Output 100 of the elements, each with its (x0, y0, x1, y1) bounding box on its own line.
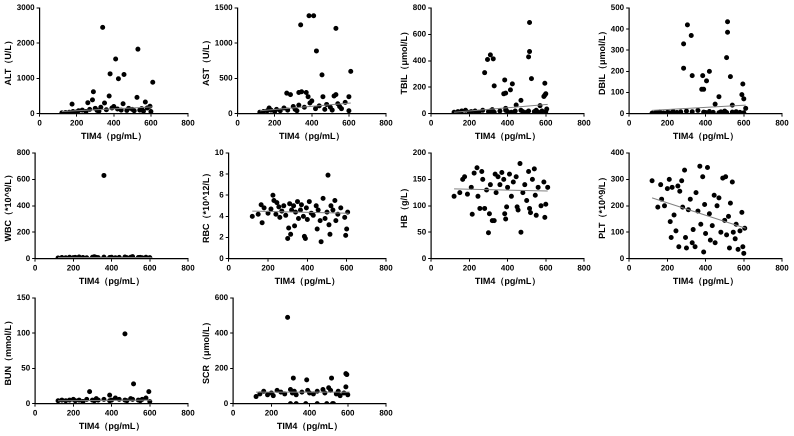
y-tick-label: 1500 (214, 3, 234, 12)
x-tick-label: 0 (428, 118, 434, 128)
x-tick-label: 0 (235, 118, 240, 128)
x-tick-label: 200 (66, 408, 81, 418)
x-tick-label: 600 (737, 264, 752, 273)
x-axis-title: TIM4（pg/mL） (81, 131, 147, 142)
y-tick-label: 400 (214, 328, 229, 338)
x-axis-title: TIM4（pg/mL） (672, 131, 738, 142)
x-tick-label: 200 (268, 118, 282, 128)
x-tick-label: 400 (305, 118, 320, 128)
x-tick-label: 600 (539, 264, 554, 273)
y-tick-label: 0 (620, 108, 625, 118)
y-tick-label: 50 (417, 227, 427, 236)
x-tick-label: 400 (698, 264, 713, 273)
y-tick-label: 0 (224, 398, 229, 408)
y-tick-label: 0 (228, 108, 234, 118)
x-tick-label: 200 (261, 264, 276, 273)
y-axis-title: BUN（mmol/L） (2, 316, 13, 386)
y-tick-label: 100 (610, 227, 625, 236)
x-tick-label: 0 (626, 118, 632, 128)
y-tick-label: 10 (214, 148, 224, 158)
x-tick-label: 400 (104, 264, 119, 273)
x-tick-label: 600 (144, 118, 158, 128)
y-axis-title: WBC（*10^9/L） (2, 170, 13, 242)
x-tick-label: 200 (70, 118, 84, 128)
x-tick-label: 400 (104, 408, 119, 418)
y-tick-label: 0 (26, 398, 31, 408)
y-tick-label: 200 (16, 227, 31, 236)
y-tick-label: 200 (412, 82, 427, 92)
x-tick-label: 200 (660, 118, 675, 128)
x-tick-label: 0 (37, 118, 42, 128)
x-tick-label: 800 (775, 118, 790, 128)
x-tick-label: 600 (342, 118, 356, 128)
x-tick-label: 600 (340, 264, 354, 273)
x-tick-label: 200 (462, 118, 477, 128)
x-tick-label: 800 (181, 118, 196, 128)
y-tick-label: 400 (610, 148, 625, 158)
x-axis-title: TIM4（pg/mL） (474, 131, 540, 142)
y-tick-label: 400 (610, 24, 625, 34)
y-tick-label: 0 (30, 108, 36, 118)
y-axis-title: ALT（U/L） (2, 36, 13, 86)
y-tick-label: 1000 (214, 38, 234, 48)
y-tick-label: 2000 (16, 38, 36, 48)
x-axis-title: TIM4（pg/mL） (78, 421, 144, 432)
y-tick-label: 4 (219, 212, 224, 221)
x-tick-label: 200 (660, 264, 675, 273)
y-tick-label: 150 (16, 293, 31, 302)
x-tick-label: 600 (539, 118, 554, 128)
y-tick-label: 0 (620, 254, 625, 263)
y-axis-title: SCR（μmol/L） (200, 318, 211, 384)
y-axis-title: AST（U/L） (200, 36, 211, 86)
x-tick-label: 800 (379, 118, 394, 128)
y-tick-label: 3000 (16, 3, 36, 12)
y-tick-label: 100 (610, 88, 625, 97)
y-axis-title: TBIL（μmol/L） (398, 27, 409, 95)
y-tick-label: 200 (214, 364, 229, 373)
x-axis-title: TIM4（pg/mL） (276, 421, 342, 432)
x-tick-label: 800 (379, 408, 394, 418)
x-axis-title: TIM4（pg/mL） (274, 276, 340, 286)
x-tick-label: 400 (302, 408, 317, 418)
x-tick-label: 800 (181, 408, 196, 418)
y-tick-label: 0 (422, 108, 427, 118)
x-tick-label: 200 (462, 264, 477, 273)
y-tick-label: 100 (412, 201, 427, 210)
y-tick-label: 0 (422, 254, 427, 263)
x-tick-label: 800 (775, 264, 790, 273)
y-tick-label: 100 (16, 328, 31, 338)
x-tick-label: 400 (500, 118, 515, 128)
y-tick-label: 600 (214, 293, 229, 302)
x-tick-label: 200 (264, 408, 279, 418)
y-axis-title: RBC（*10^12/L） (200, 168, 211, 243)
x-tick-label: 400 (300, 264, 315, 273)
y-tick-label: 600 (16, 174, 31, 184)
x-tick-label: 200 (66, 264, 81, 273)
x-tick-label: 400 (107, 118, 122, 128)
y-tick-label: 800 (16, 148, 31, 158)
x-tick-label: 800 (577, 264, 592, 273)
x-tick-label: 600 (143, 408, 158, 418)
x-tick-label: 400 (698, 118, 713, 128)
y-tick-label: 200 (610, 201, 625, 210)
y-tick-label: 500 (610, 3, 625, 12)
y-axis-title: HB（g/L） (398, 184, 409, 228)
x-tick-label: 600 (143, 264, 158, 273)
x-tick-label: 800 (181, 264, 196, 273)
y-tick-label: 300 (610, 174, 625, 184)
x-tick-label: 800 (577, 118, 592, 128)
y-tick-label: 600 (412, 30, 427, 39)
y-tick-label: 50 (21, 364, 31, 373)
x-axis-title: TIM4（pg/mL） (672, 276, 738, 286)
y-tick-label: 2 (219, 232, 224, 242)
y-tick-label: 0 (219, 254, 224, 263)
y-tick-label: 150 (412, 174, 427, 184)
y-tick-label: 200 (610, 66, 625, 76)
x-tick-label: 600 (737, 118, 752, 128)
y-tick-label: 800 (412, 3, 427, 12)
y-tick-label: 200 (412, 148, 427, 158)
y-tick-label: 1000 (16, 74, 36, 83)
y-tick-label: 0 (26, 254, 31, 263)
x-tick-label: 0 (626, 264, 632, 273)
y-tick-label: 400 (412, 56, 427, 66)
